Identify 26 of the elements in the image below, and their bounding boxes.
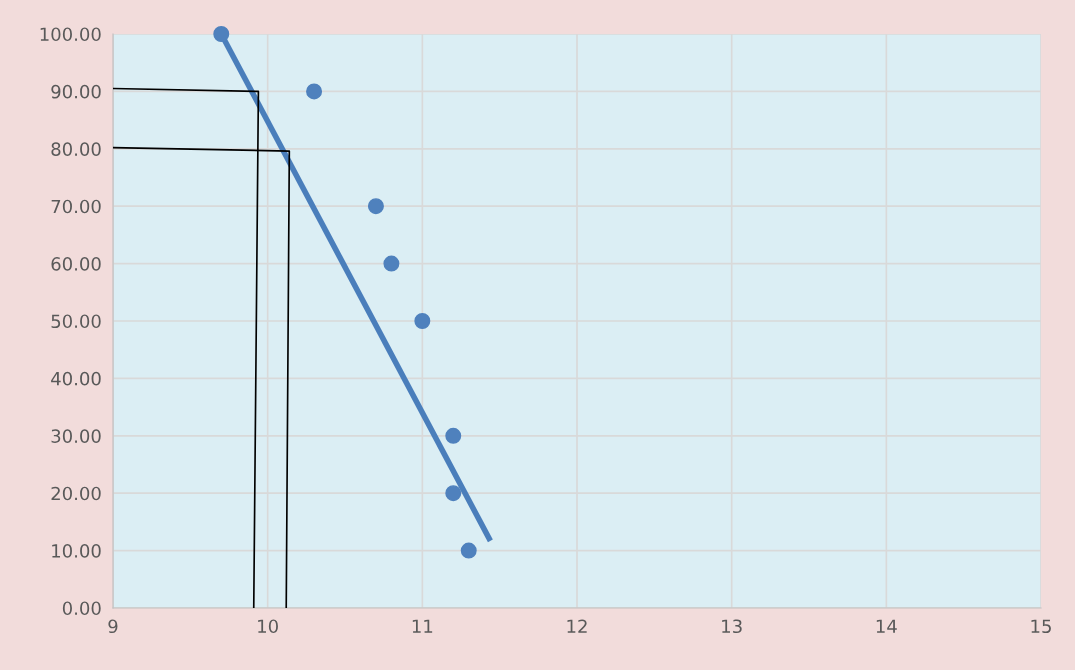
x-tick-label: 9 — [108, 619, 118, 634]
x-tick-label: 11 — [412, 619, 433, 633]
x-tick-label: 14 — [876, 619, 897, 633]
y-tick-label: 40.00 — [51, 371, 101, 386]
y-tick-label: 10.00 — [52, 544, 101, 558]
point — [460, 542, 477, 559]
y-tick-label: 0.00 — [62, 601, 101, 616]
y-tick-label: 90.00 — [51, 84, 101, 99]
x-tick-label: 15 — [1031, 619, 1051, 634]
y-tick-label: 60.00 — [51, 257, 101, 271]
y-tick-label: 30.00 — [51, 429, 101, 443]
x-tick-label: 12 — [567, 619, 587, 633]
y-tick-label: 100.00 — [40, 27, 101, 42]
y-tick-label: 20.00 — [51, 486, 101, 501]
x-tick-label: 13 — [722, 619, 742, 634]
point — [213, 26, 230, 42]
point — [367, 198, 384, 215]
y-tick-label: 70.00 — [51, 199, 101, 214]
point — [445, 485, 462, 502]
point — [414, 313, 431, 329]
point — [306, 83, 323, 100]
point — [383, 255, 400, 272]
y-tick-label: 80.00 — [51, 142, 101, 156]
y-tick-label: 50.00 — [51, 314, 101, 329]
point — [445, 427, 462, 444]
x-tick-label: 10 — [258, 619, 278, 634]
